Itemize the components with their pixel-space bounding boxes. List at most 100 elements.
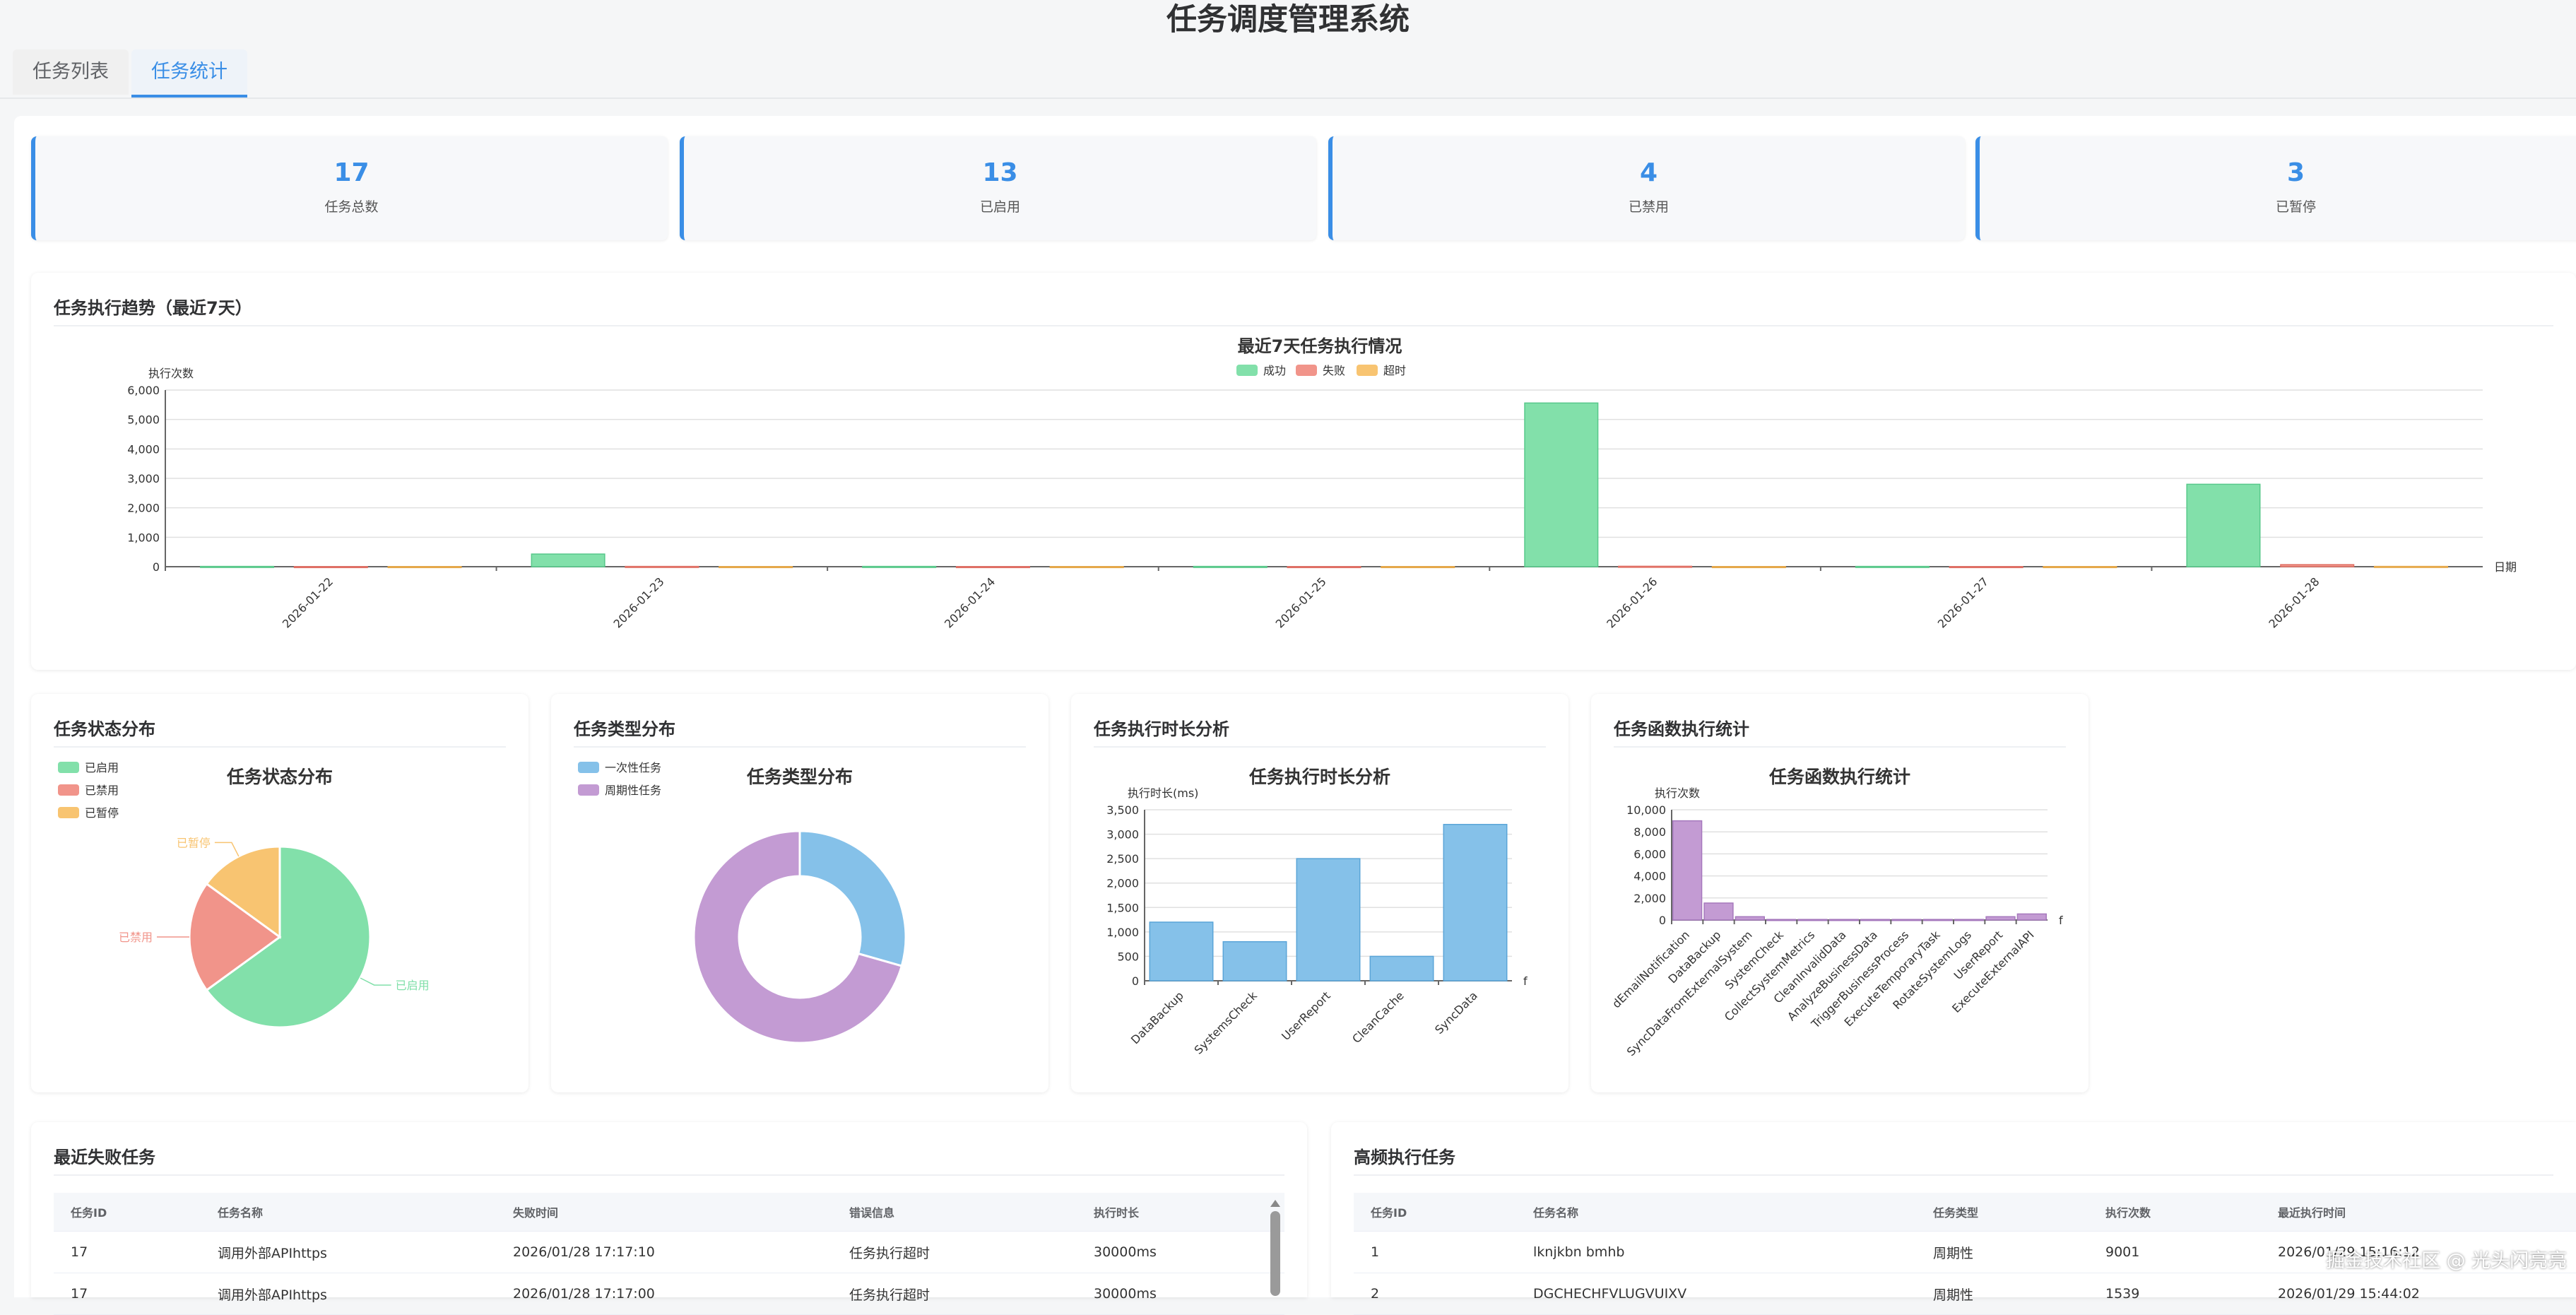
stat-label: 已启用 — [979, 199, 1020, 215]
bar — [2280, 564, 2355, 567]
col-header: 失败时间 — [513, 1206, 559, 1220]
table-row[interactable]: 17 调用外部APIhttps 2026/01/28 17:17:10 任务执行… — [54, 1232, 1284, 1273]
table-header: 任务ID 任务名称 任务类型 执行次数 最近执行时间 — [1354, 1193, 2576, 1232]
cell-exec-count: 1539 — [2105, 1286, 2140, 1302]
x-tick-label: 2026-01-25 — [1273, 574, 1329, 630]
bar — [387, 566, 462, 569]
bar — [625, 565, 699, 568]
y-tick-label: 4,000 — [1633, 870, 1666, 883]
chart-title: 任务函数执行统计 — [1768, 767, 1910, 787]
y-tick-label: 1,000 — [1106, 926, 1139, 939]
slice-label: 已暂停 — [177, 836, 211, 849]
x-tick-label: 2026-01-26 — [1604, 574, 1660, 630]
scrollbar-thumb[interactable] — [1270, 1211, 1280, 1296]
y-axis-label: 执行次数 — [1655, 786, 1700, 800]
stat-value: 3 — [2286, 158, 2305, 187]
frequent-tasks-panel: 高频执行任务 任务ID 任务名称 任务类型 执行次数 最近执行时间 1 lknj… — [1331, 1122, 2576, 1315]
bar — [1985, 916, 2016, 921]
y-tick-label: 8,000 — [1633, 825, 1666, 839]
bar — [719, 566, 793, 569]
bar — [1618, 565, 1693, 568]
table-row[interactable]: 1 lknjkbn bmhb 周期性 9001 2026/01/29 15:16… — [1354, 1232, 2576, 1273]
legend-label: 已禁用 — [85, 784, 119, 797]
x-tick-label: SyncDataFromExternalSystem — [1624, 928, 1755, 1059]
stat-label: 任务总数 — [324, 199, 379, 215]
app-title: 任务调度管理系统 — [1166, 2, 1410, 37]
stat-value: 13 — [982, 158, 1018, 187]
bar — [199, 565, 275, 568]
legend-swatch — [1236, 365, 1258, 376]
pie-slice — [205, 845, 372, 1029]
y-tick-label: 6,000 — [1633, 847, 1666, 861]
cell-duration: 30000ms — [1094, 1286, 1157, 1302]
y-tick-label: 2,000 — [1633, 892, 1666, 905]
bar — [1922, 919, 1953, 921]
legend-label: 已暂停 — [85, 806, 119, 820]
y-tick-label: 1,500 — [1106, 901, 1139, 914]
table-row[interactable]: 2 DGCHECHFVLUGVUIXV 周期性 1539 2026/01/29 … — [1354, 1273, 2576, 1315]
y-tick-label: 10,000 — [1626, 803, 1666, 817]
cell-task-id: 17 — [71, 1286, 88, 1302]
x-tick-label: UserReport — [1279, 989, 1333, 1043]
bar — [293, 566, 368, 569]
bar — [2186, 483, 2261, 567]
cell-error: 任务执行超时 — [849, 1287, 930, 1303]
stat-label: 已禁用 — [1628, 199, 1669, 215]
x-axis-label: f — [1523, 974, 1528, 988]
y-tick-label: 2,500 — [1106, 852, 1139, 866]
status-panel: 任务状态分布 任务状态分布 已启用 已禁用 已暂停 已启用 已禁用 已暂停 — [31, 694, 528, 1092]
bar — [1369, 955, 1434, 981]
stat-label: 已暂停 — [2275, 199, 2316, 215]
x-tick-label: 2026-01-28 — [2266, 574, 2322, 630]
col-header: 最近执行时间 — [2278, 1206, 2346, 1220]
bar — [1735, 916, 1765, 921]
x-tick-label: 2026-01-27 — [1935, 574, 1991, 630]
tab-task-list[interactable]: 任务列表 — [13, 49, 129, 95]
slice-leader-line — [214, 842, 240, 857]
cell-task-name: 调用外部APIhttps — [218, 1287, 327, 1303]
bar — [1766, 919, 1797, 921]
cell-fail-time: 2026/01/28 17:17:00 — [513, 1286, 655, 1302]
y-tick-label: 3,500 — [1106, 803, 1139, 817]
legend-label: 超时 — [1383, 364, 1406, 377]
col-header: 任务ID — [71, 1206, 107, 1220]
y-tick-label: 2,000 — [1106, 877, 1139, 890]
bar — [2016, 913, 2047, 921]
stat-card-total: 17 任务总数 — [31, 136, 668, 240]
panel-divider — [574, 746, 1026, 748]
cell-last-exec: 2026/01/29 15:16:12 — [2278, 1244, 2420, 1260]
bar — [1891, 919, 1922, 921]
bar — [1193, 565, 1268, 568]
y-axis-label: 执行次数 — [148, 367, 194, 380]
func-panel: 任务函数执行统计 任务函数执行统计 执行次数 0 2,000 4,000 6,000 8,0… — [1591, 694, 2088, 1092]
col-header: 任务类型 — [1933, 1206, 1979, 1220]
legend-label: 已启用 — [85, 761, 119, 774]
tab-task-stats[interactable]: 任务统计 — [131, 49, 247, 98]
table-row[interactable]: 17 调用外部APIhttps 2026/01/28 17:17:00 任务执行… — [54, 1273, 1284, 1315]
bar — [1711, 566, 1786, 569]
cell-duration: 30000ms — [1094, 1244, 1157, 1260]
panel-title: 任务执行时长分析 — [1094, 719, 1229, 739]
chart-title: 任务类型分布 — [746, 767, 853, 787]
stat-value: 4 — [1639, 158, 1658, 187]
legend-label: 一次性任务 — [605, 761, 661, 774]
cell-task-type: 周期性 — [1933, 1245, 1974, 1261]
col-header: 执行次数 — [2105, 1206, 2151, 1220]
cell-task-name: lknjkbn bmhb — [1533, 1244, 1625, 1260]
cell-exec-count: 9001 — [2105, 1244, 2140, 1260]
y-tick-label: 3,000 — [127, 472, 160, 485]
table-scrollbar[interactable] — [1269, 1200, 1282, 1297]
trend-panel: 任务执行趋势（最近7天） 最近7天任务执行情况 执行次数 0 1,000 2,000 3,… — [31, 273, 2576, 670]
legend-label: 成功 — [1263, 364, 1286, 377]
failed-tasks-table: 任务ID 任务名称 失败时间 错误信息 执行时长 17 调用外部APIhttps… — [54, 1193, 1284, 1315]
legend-label: 失败 — [1323, 364, 1345, 377]
panel-divider — [54, 746, 506, 748]
cell-error: 任务执行超时 — [849, 1245, 930, 1261]
x-tick-label: 2026-01-24 — [942, 574, 998, 630]
scroll-up-arrow-icon[interactable] — [1270, 1200, 1280, 1207]
bar — [1381, 566, 1455, 569]
legend-swatch — [58, 784, 79, 796]
